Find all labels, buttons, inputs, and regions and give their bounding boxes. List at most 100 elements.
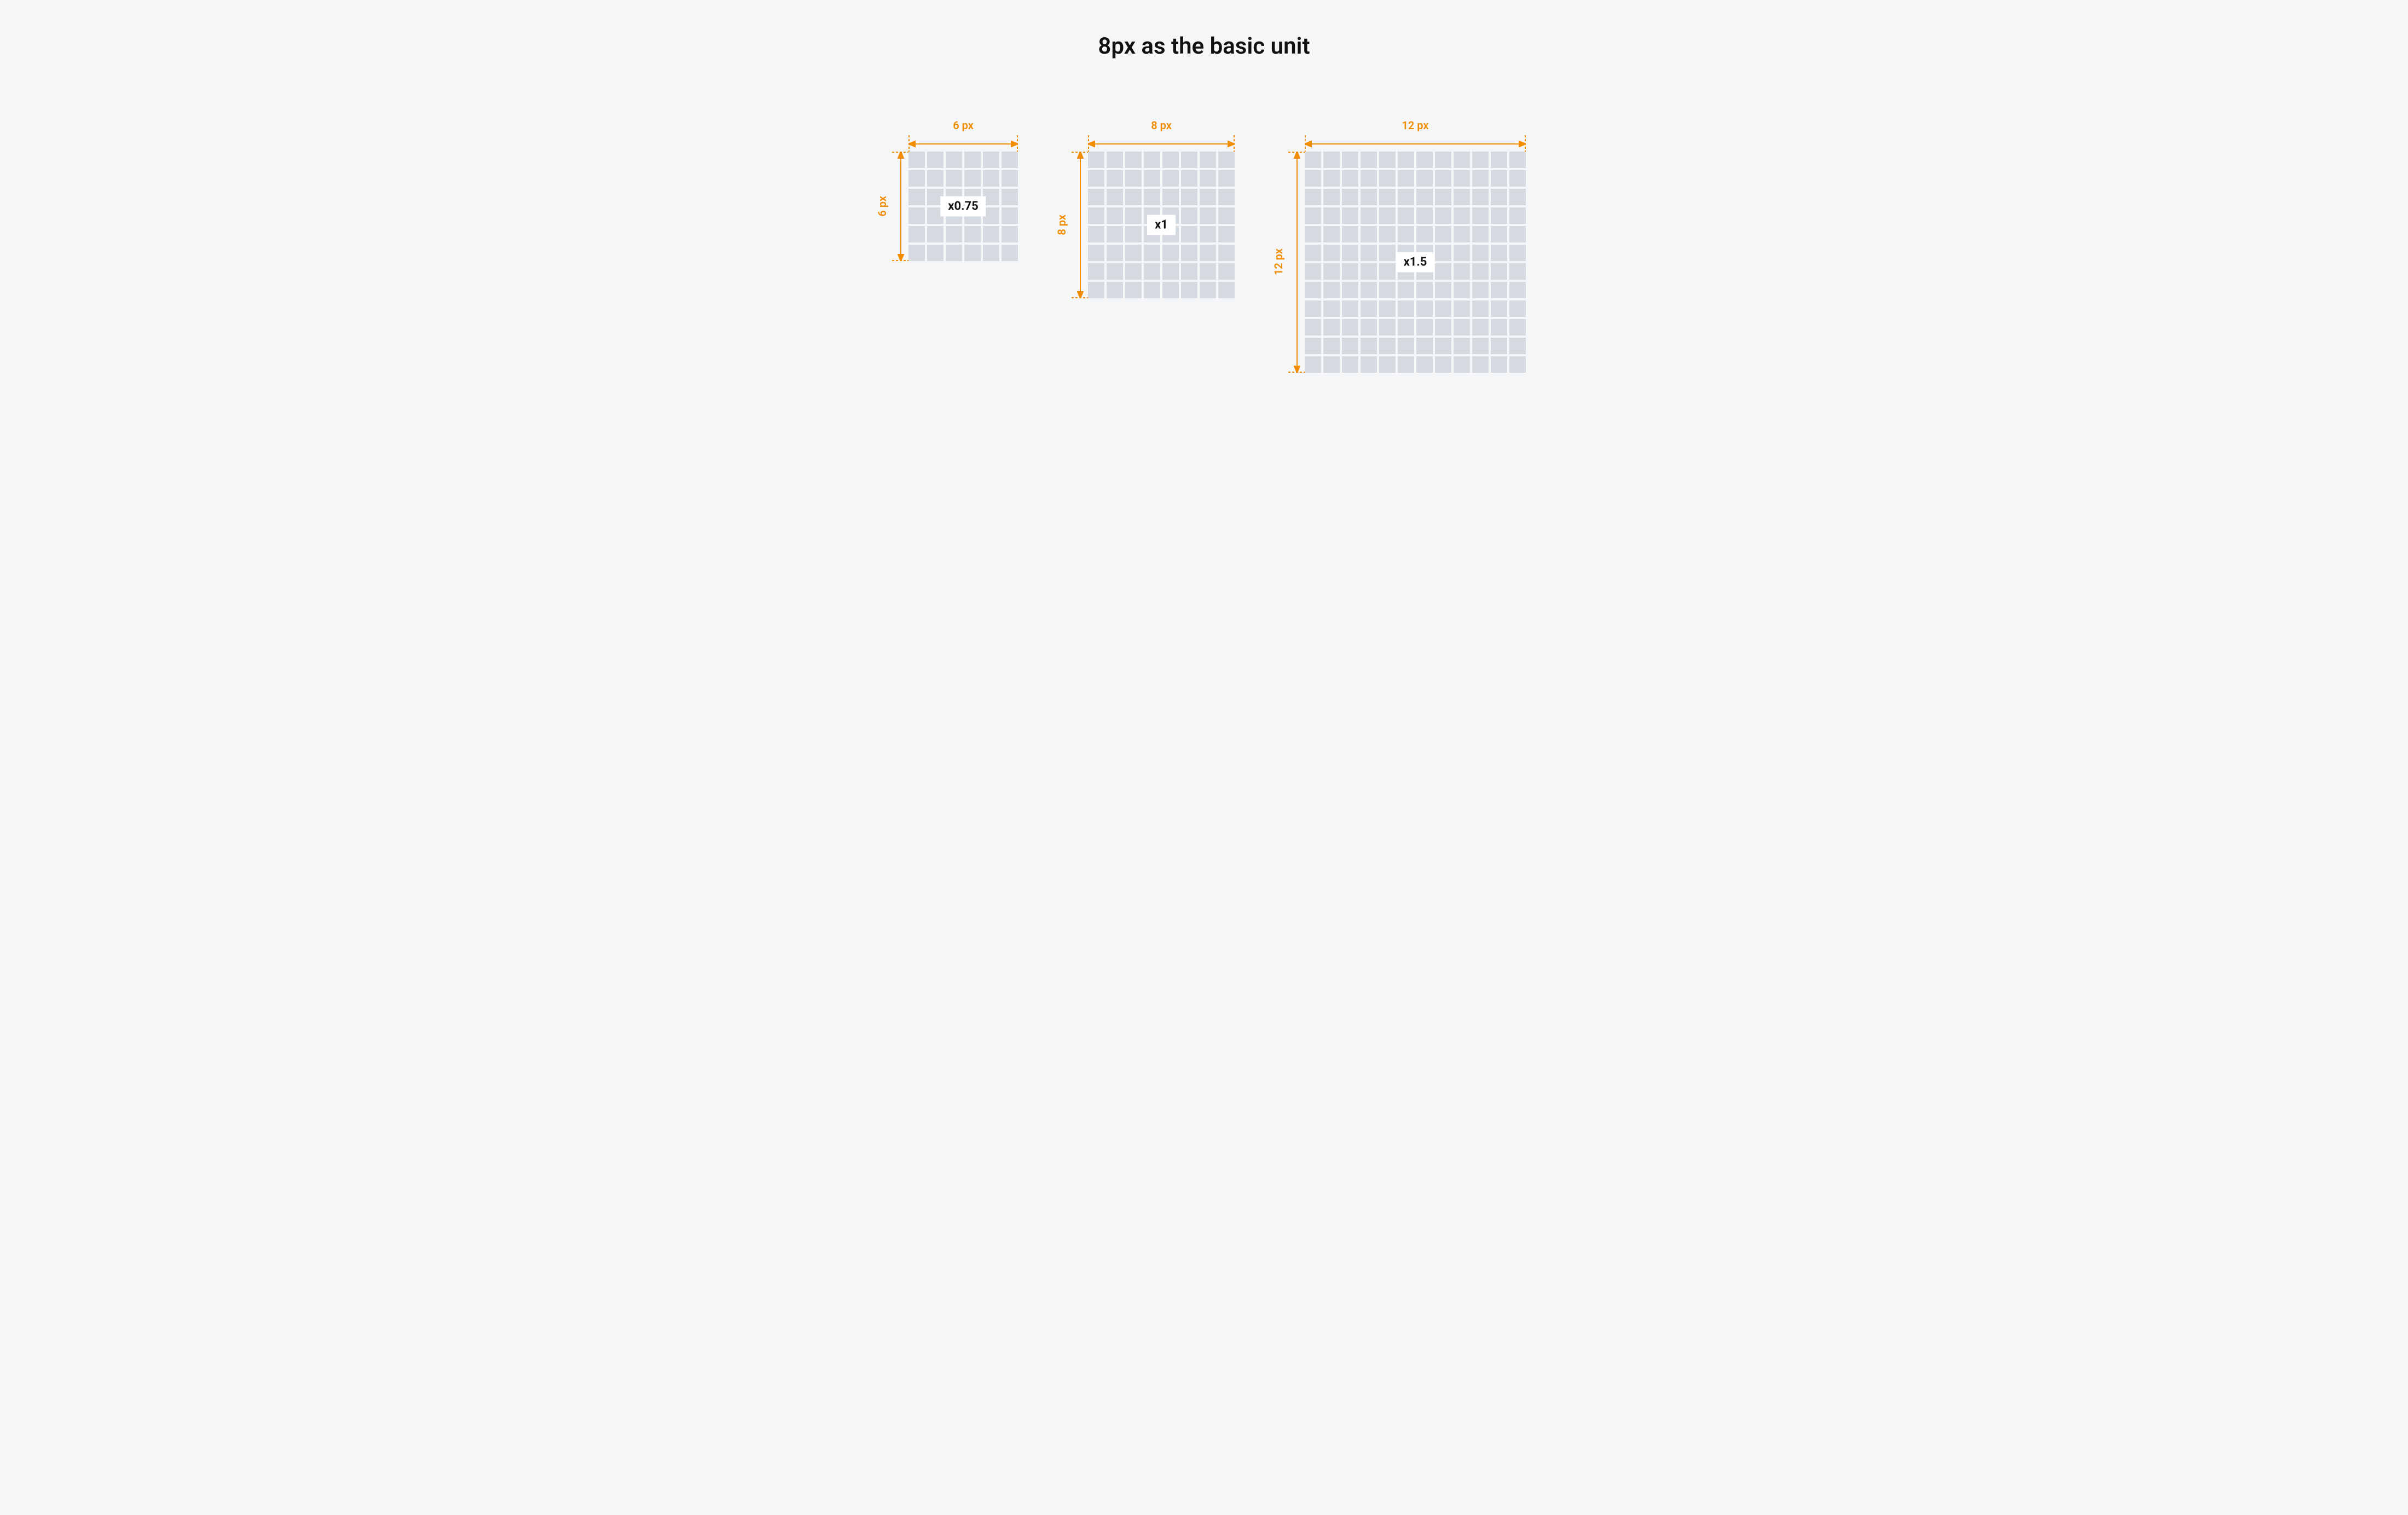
grid-cell [1181,226,1197,242]
grid-cell [1361,170,1377,187]
grid-cell [1491,207,1507,224]
grid-cell [964,170,981,187]
grid-cell [1181,207,1197,224]
grid-cell [1200,263,1216,280]
grid-cell [1398,356,1414,373]
grid-cell [1162,189,1179,205]
grid-cell [1435,170,1451,187]
grid-cell [1162,170,1179,187]
grid-cell [1125,245,1142,261]
grid-cell [1472,282,1489,298]
grid-cell [1305,226,1321,242]
dimension-arrow-horizontal [1088,135,1235,153]
grid-cell [1088,245,1104,261]
grid-cell [1509,207,1526,224]
grid-cell [1323,170,1340,187]
grid-cell [1361,226,1377,242]
grid-cell [1218,263,1235,280]
grid-cell [1454,170,1470,187]
grid-cell [1144,152,1160,168]
grid-cell [1472,245,1489,261]
dimension-arrow-horizontal [1305,135,1526,153]
grid-cell [1416,226,1433,242]
grid-cell [1491,226,1507,242]
grid-cell [1454,245,1470,261]
grid-cell [1002,152,1018,168]
grid-cell [1491,282,1507,298]
grid-cell [1361,263,1377,280]
grid-cell [908,245,925,261]
grid-cell [1305,189,1321,205]
grid-cell [1491,338,1507,354]
grid-cell [1361,152,1377,168]
grid-cell [1305,170,1321,187]
grid-cell [1002,207,1018,224]
grid-cell [1454,319,1470,336]
grid-cell [1454,338,1470,354]
grid-cell [1435,226,1451,242]
dimension-left-label: 12 px [1272,248,1285,275]
grid-cell [1342,282,1358,298]
grid-cell [1200,226,1216,242]
grid-cell [1218,189,1235,205]
grid-cell [1379,319,1396,336]
grid-cell [1379,152,1396,168]
grid-cell [1379,282,1396,298]
dimension-left: 6 px [876,152,910,261]
grid-cell [1144,245,1160,261]
dimension-arrow-vertical [1288,152,1306,373]
dimension-left-label: 8 px [1055,215,1068,235]
grid-cell [1435,338,1451,354]
grid-cell [1305,300,1321,317]
grid-cell [1342,152,1358,168]
grid-cell [1323,300,1340,317]
grid-cell [908,152,925,168]
dimension-arrow-vertical [1072,152,1089,298]
grid-cell [1416,338,1433,354]
grid-cell [1305,152,1321,168]
grid-cell [1509,282,1526,298]
grid-cell [1162,282,1179,298]
grid-cell [983,170,999,187]
grid-cell [1472,226,1489,242]
grid-cell [1361,319,1377,336]
grid-cell [1472,207,1489,224]
grid-cell [1200,170,1216,187]
grid-cell [1125,282,1142,298]
grid-cell [1144,282,1160,298]
dimension-arrow-vertical [892,152,910,261]
grid-cell [1472,356,1489,373]
grid-cell [1125,207,1142,224]
grid-cell [1435,356,1451,373]
grid-cell [1454,300,1470,317]
grid-cell [1125,152,1142,168]
grid-cell [1002,170,1018,187]
grid-cell [964,245,981,261]
grid-cell [1305,338,1321,354]
grid-cell [1088,207,1104,224]
grid-cell [1435,152,1451,168]
grid-cell [1509,356,1526,373]
grid-cell [1342,300,1358,317]
scale-badge: x1.5 [1396,252,1435,273]
pixel-grid: x1 [1088,152,1235,298]
grid-cell [1416,356,1433,373]
grid-cell [1002,226,1018,242]
dimension-top-label: 12 px [1402,119,1428,132]
grid-cell [1218,207,1235,224]
grid-cell [1509,300,1526,317]
grid-cell [1472,263,1489,280]
grid-cell [1181,152,1197,168]
grid-cell [1144,170,1160,187]
grid-cell [1342,356,1358,373]
grid-cell [1181,170,1197,187]
grid-cell [1435,245,1451,261]
grid-cell [1491,170,1507,187]
grid-cell [1398,207,1414,224]
grid-cell [927,170,943,187]
grid-cell [1305,207,1321,224]
dimension-left: 12 px [1272,152,1306,373]
grid-cell [1398,152,1414,168]
grid-cell [1491,263,1507,280]
grid-cell [1125,226,1142,242]
